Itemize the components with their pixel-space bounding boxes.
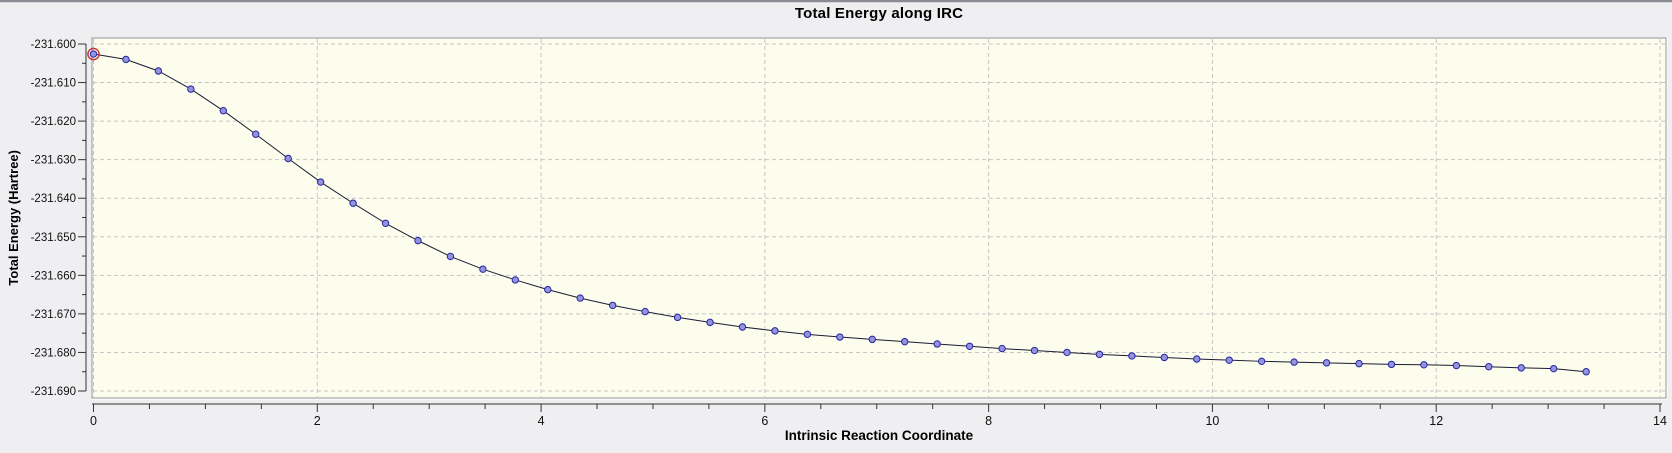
data-point-marker[interactable] [965, 342, 974, 350]
x-tick-label: 6 [761, 414, 768, 428]
x-tick-label: 12 [1429, 414, 1443, 428]
data-point-marker[interactable] [479, 265, 487, 273]
data-point-marker[interactable] [1193, 355, 1201, 363]
x-tick-label: 0 [90, 414, 97, 428]
data-point-marker[interactable] [1387, 360, 1396, 369]
data-point-marker[interactable] [641, 307, 649, 316]
x-tick-label: 2 [314, 414, 321, 428]
data-point-marker[interactable] [1063, 348, 1071, 357]
data-point-marker[interactable] [803, 330, 812, 339]
data-point-marker[interactable] [414, 236, 422, 245]
plot-area-background [92, 38, 1666, 398]
data-point-marker[interactable] [1160, 353, 1169, 362]
y-tick-label: -231.660 [31, 270, 76, 282]
x-tick-label: 8 [985, 414, 992, 428]
data-point-marker[interactable] [1095, 350, 1104, 359]
data-point-marker[interactable] [1550, 364, 1558, 373]
data-point-marker[interactable] [901, 337, 909, 346]
data-point-marker[interactable] [89, 50, 98, 58]
data-point-marker[interactable] [187, 85, 195, 93]
data-point-marker[interactable] [446, 252, 455, 261]
chart-title: Total Energy along IRC [794, 5, 964, 22]
y-tick-label: -231.610 [31, 78, 76, 90]
data-point-marker[interactable] [1355, 359, 1363, 368]
y-tick-label: -231.670 [31, 309, 76, 321]
data-point-marker[interactable] [771, 327, 779, 335]
data-point-marker[interactable] [673, 313, 682, 322]
data-point-marker[interactable] [219, 107, 227, 115]
x-tick-label: 4 [538, 414, 545, 428]
data-point-marker[interactable] [706, 318, 714, 327]
y-tick-label: -231.650 [31, 232, 76, 244]
data-point-marker[interactable] [1030, 346, 1039, 355]
data-point-marker[interactable] [316, 178, 325, 186]
data-point-marker[interactable] [1322, 359, 1331, 367]
y-tick-label: -231.680 [31, 347, 76, 359]
data-point-marker[interactable] [1420, 361, 1428, 369]
data-point-marker[interactable] [998, 344, 1006, 353]
data-point-marker[interactable] [1128, 352, 1136, 360]
data-point-marker[interactable] [381, 219, 390, 227]
data-point-marker[interactable] [608, 301, 617, 310]
data-point-marker[interactable] [738, 323, 747, 331]
data-point-marker[interactable] [836, 333, 844, 341]
data-point-marker[interactable] [1582, 368, 1590, 376]
x-tick-label: 14 [1653, 414, 1667, 428]
plot-area-border [91, 37, 1667, 399]
data-point-marker[interactable] [284, 154, 292, 163]
data-point-marker[interactable] [1257, 357, 1266, 366]
y-tick-label: -231.630 [31, 155, 76, 167]
data-point-marker[interactable] [511, 276, 520, 284]
data-point-marker[interactable] [122, 55, 130, 64]
data-point-marker[interactable] [1517, 364, 1525, 372]
data-point-marker[interactable] [933, 340, 941, 348]
y-tick-label: -231.600 [31, 39, 76, 51]
y-tick-label: -231.640 [31, 193, 76, 205]
data-point-marker[interactable] [154, 67, 163, 75]
data-point-marker[interactable] [349, 199, 357, 207]
data-point-marker[interactable] [1485, 363, 1493, 371]
data-point-marker[interactable] [576, 294, 584, 302]
selected-point-ring[interactable] [87, 47, 100, 61]
data-point-marker[interactable] [1290, 358, 1298, 366]
x-tick-label: 10 [1205, 414, 1219, 428]
data-point-marker[interactable] [544, 285, 552, 294]
data-point-marker[interactable] [252, 130, 260, 138]
data-point-marker[interactable] [868, 335, 876, 344]
window-top-edge [0, 0, 1672, 3]
y-tick-label: -231.690 [31, 386, 76, 398]
x-axis-title: Intrinsic Reaction Coordinate [784, 428, 974, 443]
y-tick-label: -231.620 [31, 116, 76, 128]
data-point-marker[interactable] [1225, 356, 1233, 364]
data-point-marker[interactable] [1452, 361, 1461, 370]
